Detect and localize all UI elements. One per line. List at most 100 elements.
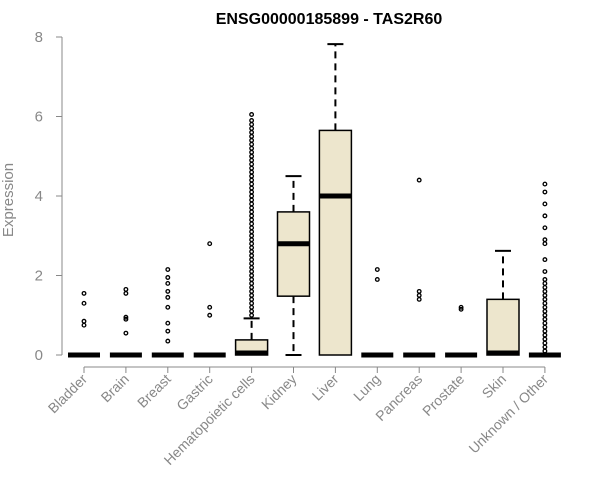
box-prostate [445, 304, 478, 358]
outlier-point [542, 189, 548, 195]
box-body [318, 129, 353, 356]
outlier-point [123, 316, 129, 322]
outlier-point [374, 277, 380, 282]
outlier-point [249, 181, 255, 187]
outlier-point [542, 241, 548, 247]
box-brain [109, 286, 142, 358]
outlier-point [249, 133, 255, 139]
box-series [68, 43, 561, 358]
y-tick-label: 0 [35, 347, 43, 364]
outlier-point [374, 267, 380, 272]
y-axis: 0 2 4 6 8 [35, 29, 63, 364]
x-tick-label: Bladder [45, 371, 91, 417]
outlier-point [249, 304, 255, 310]
outlier-point [542, 181, 548, 187]
x-tick-label: Breast [134, 371, 174, 411]
outlier-point [542, 344, 548, 350]
outlier-point [249, 177, 255, 183]
outlier-point [542, 340, 548, 346]
box-unknown-other [528, 181, 561, 358]
outlier-point [542, 201, 548, 207]
box-gastric [193, 241, 226, 358]
outlier-point [249, 269, 255, 274]
outlier-point [249, 185, 255, 191]
outlier-point [542, 320, 548, 326]
box-body [486, 298, 520, 356]
outlier-point [249, 193, 255, 199]
outlier-point [81, 322, 87, 328]
outlier-point [249, 245, 255, 251]
outlier-point [249, 173, 255, 179]
outlier-point [249, 153, 255, 159]
outlier-point [249, 201, 255, 207]
outlier-point [249, 229, 255, 235]
x-tick-label: Unknown / Other [465, 371, 551, 457]
x-tick-label: Kidney [258, 371, 300, 413]
outlier-point [165, 275, 171, 280]
outlier-point [81, 300, 87, 306]
outlier-point [249, 296, 255, 302]
outlier-point [249, 261, 255, 267]
outlier-point [165, 320, 171, 326]
outlier-point [165, 338, 171, 344]
outlier-point [207, 241, 213, 247]
outlier-point [416, 288, 422, 294]
outlier-point [542, 312, 548, 318]
outlier-point [542, 213, 548, 219]
outlier-point [249, 129, 255, 135]
outlier-point [249, 121, 255, 127]
outlier-point [249, 281, 255, 286]
x-tick-label: Skin [479, 371, 510, 402]
outlier-point [542, 348, 548, 354]
outlier-point [249, 312, 255, 318]
outlier-point [249, 233, 255, 239]
outlier-point [249, 137, 255, 143]
outlier-point [165, 294, 171, 300]
outlier-point [249, 253, 255, 259]
outlier-point [165, 267, 171, 272]
outlier-point [542, 316, 548, 322]
outlier-point [249, 288, 255, 294]
box-lung [361, 267, 394, 358]
outlier-point [542, 332, 548, 338]
outlier-point [81, 290, 87, 296]
outlier-point [249, 165, 255, 171]
outlier-point [542, 237, 548, 243]
outlier-point [165, 281, 171, 286]
y-tick-label: 2 [35, 268, 43, 285]
outlier-point [249, 273, 255, 278]
outlier-point [249, 249, 255, 255]
outlier-point [249, 221, 255, 227]
outlier-point [249, 237, 255, 243]
outlier-point [542, 296, 548, 302]
outlier-point [249, 213, 255, 219]
y-tick-label: 4 [35, 188, 43, 205]
outlier-point [542, 284, 548, 290]
outlier-point [249, 225, 255, 231]
outlier-point [542, 257, 548, 263]
outlier-point [416, 292, 422, 298]
outlier-point [249, 149, 255, 155]
outlier-point [542, 225, 548, 231]
outlier-point [249, 125, 255, 131]
outlier-point [458, 304, 464, 310]
outlier-point [249, 141, 255, 147]
chart-title: ENSG00000185899 - TAS2R60 [216, 11, 443, 28]
outlier-point [542, 308, 548, 314]
outlier-point [542, 277, 548, 282]
outlier-point [249, 308, 255, 314]
x-tick-label: Brain [98, 371, 132, 405]
outlier-point [249, 265, 255, 270]
outlier-point [81, 318, 87, 324]
box-hematopoietic-cells [234, 112, 269, 356]
box-skin [486, 249, 520, 356]
box-pancreas [403, 177, 436, 358]
y-tick-label: 8 [35, 29, 43, 46]
outlier-point [249, 169, 255, 175]
outlier-point [416, 296, 422, 302]
outlier-point [542, 336, 548, 342]
x-tick-label: Prostate [419, 371, 467, 419]
outlier-point [249, 292, 255, 298]
